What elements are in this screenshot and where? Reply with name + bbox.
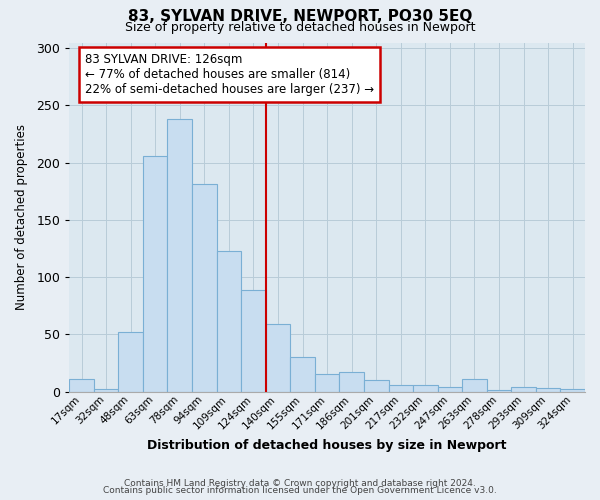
Bar: [241, 290, 266, 392]
Bar: [413, 384, 437, 392]
Bar: [487, 390, 511, 392]
Bar: [315, 374, 340, 392]
Bar: [217, 251, 241, 392]
Bar: [364, 380, 389, 392]
Text: 83, SYLVAN DRIVE, NEWPORT, PO30 5EQ: 83, SYLVAN DRIVE, NEWPORT, PO30 5EQ: [128, 9, 472, 24]
Bar: [69, 379, 94, 392]
Bar: [536, 388, 560, 392]
Bar: [340, 372, 364, 392]
Text: Size of property relative to detached houses in Newport: Size of property relative to detached ho…: [125, 21, 475, 34]
Bar: [511, 387, 536, 392]
Bar: [462, 379, 487, 392]
Text: 83 SYLVAN DRIVE: 126sqm
← 77% of detached houses are smaller (814)
22% of semi-d: 83 SYLVAN DRIVE: 126sqm ← 77% of detache…: [85, 53, 374, 96]
Text: Contains public sector information licensed under the Open Government Licence v3: Contains public sector information licen…: [103, 486, 497, 495]
Bar: [167, 119, 192, 392]
Bar: [143, 156, 167, 392]
Y-axis label: Number of detached properties: Number of detached properties: [15, 124, 28, 310]
Bar: [192, 184, 217, 392]
Bar: [118, 332, 143, 392]
Bar: [560, 389, 585, 392]
Bar: [389, 384, 413, 392]
Bar: [266, 324, 290, 392]
Bar: [94, 389, 118, 392]
Text: Contains HM Land Registry data © Crown copyright and database right 2024.: Contains HM Land Registry data © Crown c…: [124, 478, 476, 488]
X-axis label: Distribution of detached houses by size in Newport: Distribution of detached houses by size …: [148, 440, 507, 452]
Bar: [290, 357, 315, 392]
Bar: [437, 387, 462, 392]
